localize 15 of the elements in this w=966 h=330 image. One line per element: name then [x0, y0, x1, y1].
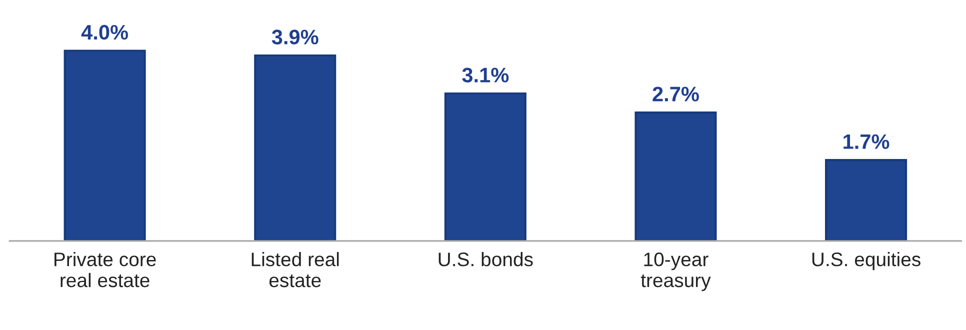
x-tick-label: 10-year treasury: [640, 252, 711, 292]
x-tick-label: Listed real estate: [252, 252, 339, 288]
x-tick-label: Private core real estate: [54, 252, 156, 288]
bar: [444, 92, 526, 241]
data-label: 4.0%: [81, 24, 128, 40]
data-label: 3.1%: [462, 68, 509, 82]
x-tick-label: U.S. bonds: [438, 252, 533, 266]
data-label: 3.9%: [272, 30, 318, 44]
bar: [254, 54, 336, 241]
x-tick-label: U.S. equities: [812, 252, 920, 270]
data-label: 1.7%: [844, 134, 890, 149]
data-label: 2.7%: [652, 86, 699, 102]
bar: [64, 50, 146, 241]
bar: [825, 159, 908, 241]
bar: [634, 111, 717, 241]
